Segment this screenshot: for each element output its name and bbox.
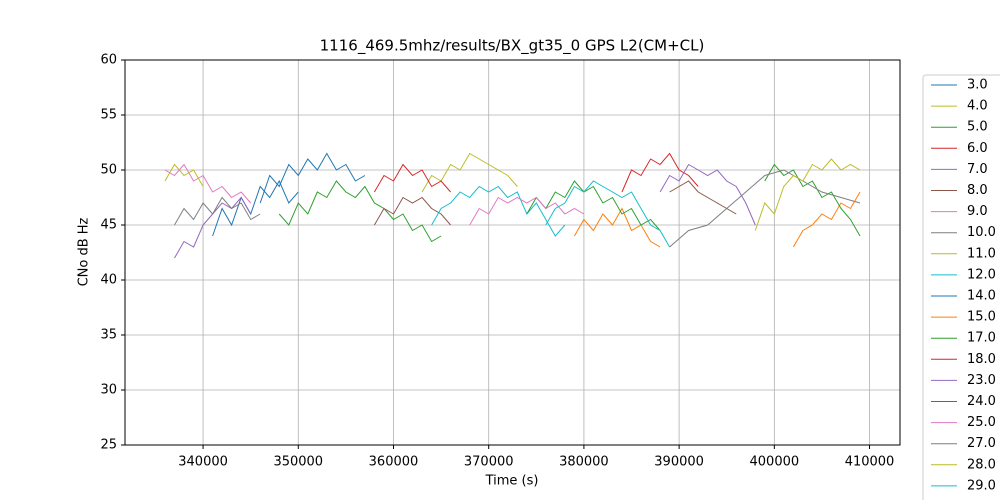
series-line [545,180,671,248]
series-line [278,180,442,243]
legend-label: 18.0 [967,352,996,367]
series-line [174,196,261,226]
x-tick-label: 410000 [845,455,895,470]
legend-label: 4.0 [967,99,988,114]
legend-label: 17.0 [967,331,996,346]
y-axis-label: CNo dB Hz [77,217,92,286]
legend-label: 14.0 [967,289,996,304]
y-tick-label: 35 [100,328,117,343]
y-tick-label: 40 [100,273,117,288]
x-tick-label: 390000 [654,455,704,470]
x-tick-label: 340000 [178,455,228,470]
series-line [669,169,861,248]
legend-label: 25.0 [967,415,996,430]
series-line [259,152,366,204]
series-line [212,179,299,237]
x-tick-label: 400000 [750,455,800,470]
legend-label: 10.0 [967,225,996,240]
x-tick-label: 350000 [273,455,323,470]
legend-label: 9.0 [967,204,988,219]
chart-title: 1116_469.5mhz/results/BX_gt35_0 GPS L2(C… [320,37,705,56]
series-line [421,152,518,193]
series-line [669,180,737,215]
series-line [431,185,566,237]
x-axis-label: Time (s) [485,474,539,489]
series-line [373,163,451,193]
series-line [526,163,861,237]
axes-frame [124,59,901,446]
series-line [469,196,585,226]
legend-label: 3.0 [967,78,988,93]
y-tick-label: 60 [100,53,117,68]
y-tick-label: 30 [100,383,117,398]
legend-label: 28.0 [967,457,996,472]
y-tick-label: 25 [100,438,117,453]
series-line [754,158,861,231]
x-tick-label: 360000 [369,455,419,470]
legend-label: 12.0 [967,267,996,282]
legend-label: 24.0 [967,394,996,409]
x-tick-label: 370000 [464,455,514,470]
legend-label: 15.0 [967,310,996,325]
legend-label: 29.0 [967,478,996,493]
legend-label: 7.0 [967,162,988,177]
legend-label: 23.0 [967,373,996,388]
y-tick-label: 45 [100,218,117,233]
x-tick-label: 380000 [559,455,609,470]
plot-area [125,59,900,446]
series-line [164,163,204,187]
legend-label: 8.0 [967,183,988,198]
legend: 3.0 4.0 5.0 6.0 7.0 8.0 9.0 10.0 11.0 12.0 14.0 15.… [922,74,1000,500]
series-line [373,196,451,226]
y-tick-label: 50 [100,163,117,178]
legend-box [922,74,1000,500]
series-line [573,191,861,248]
y-tick-label: 55 [100,108,117,123]
legend-label: 27.0 [967,436,996,451]
series-line [621,152,699,193]
legend-label: 11.0 [967,246,996,261]
legend-label: 5.0 [967,120,988,135]
legend-label: 6.0 [967,141,988,156]
series-line [659,163,756,226]
